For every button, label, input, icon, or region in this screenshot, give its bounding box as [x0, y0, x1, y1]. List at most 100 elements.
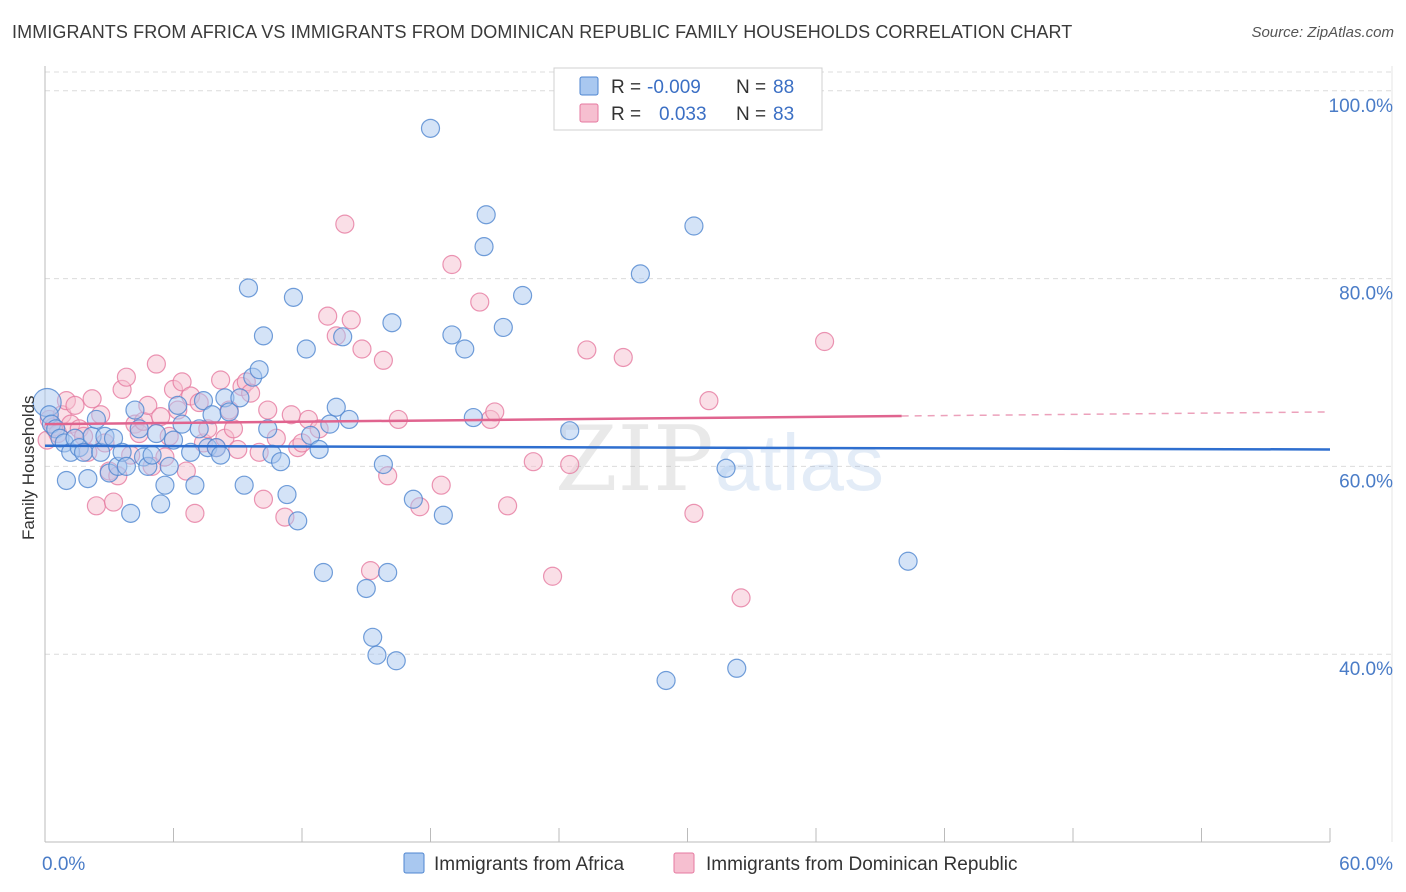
africa-point: [288, 511, 308, 531]
x-tick-label: 60.0%: [1339, 854, 1393, 875]
africa-point: [296, 339, 316, 359]
gridlines: [45, 71, 1395, 655]
watermark: ZIP atlas: [555, 407, 884, 512]
africa-point: [189, 419, 209, 439]
legend-swatch-africa: [579, 76, 599, 96]
y-tick-label: 40.0%: [1339, 659, 1393, 680]
x-tick-labels: 0.0% 60.0%: [42, 854, 1393, 875]
dominican-point: [82, 389, 102, 409]
watermark-atlas: atlas: [715, 418, 884, 507]
legend-n-value-dominican: 83: [773, 104, 794, 125]
legend-r-value-africa: -0.009: [647, 77, 701, 98]
africa-point: [727, 658, 747, 678]
africa-point: [163, 430, 184, 450]
africa-point: [309, 439, 329, 460]
africa-point: [103, 428, 124, 448]
dominican-point: [228, 439, 248, 460]
dominican-point: [341, 310, 361, 330]
dominican-point: [442, 254, 462, 275]
trend-line-dominican: [44, 414, 902, 426]
dominican-point: [684, 503, 704, 523]
legend-r-label-dominican: R =: [611, 104, 641, 125]
africa-point: [378, 562, 398, 583]
series-dominican-points: [37, 214, 835, 608]
dominican-point: [116, 367, 136, 387]
dominican-point: [318, 306, 338, 326]
dominican-point: [388, 409, 408, 430]
africa-point: [185, 475, 205, 495]
africa-point: [474, 237, 494, 257]
y-tick-label: 60.0%: [1339, 471, 1393, 492]
dominican-point: [352, 339, 372, 359]
africa-point: [898, 551, 918, 571]
africa-point: [560, 421, 580, 441]
africa-point: [155, 475, 175, 495]
legend-r-label-africa: R =: [611, 77, 641, 98]
africa-point: [320, 414, 340, 434]
dominican-point: [470, 292, 490, 312]
africa-point: [382, 313, 402, 333]
dominican-point: [560, 454, 580, 475]
africa-point: [463, 407, 483, 428]
dominican-point: [431, 475, 451, 495]
dominican-point: [360, 561, 381, 581]
dominican-point: [172, 372, 192, 392]
dominican-point: [498, 496, 518, 516]
africa-point: [313, 562, 334, 583]
legend-n-label-africa: N =: [736, 77, 766, 98]
africa-point: [116, 456, 136, 476]
africa-point: [238, 278, 259, 298]
africa-point: [300, 425, 321, 446]
africa-point: [367, 645, 387, 665]
africa-point: [253, 326, 274, 346]
africa-point: [656, 670, 676, 691]
africa-point: [373, 454, 393, 475]
dominican-point: [485, 402, 505, 422]
trend-line-africa: [44, 444, 1331, 451]
africa-point: [420, 118, 441, 138]
africa-point: [86, 409, 107, 430]
africa-point: [125, 400, 145, 420]
legend-swatch-dominican: [579, 103, 599, 123]
dominican-point: [258, 400, 278, 420]
africa-point: [270, 452, 291, 472]
y-tick-labels: 40.0% 60.0% 80.0% 100.0%: [1329, 96, 1394, 680]
africa-point: [442, 325, 462, 345]
dominican-point: [335, 214, 355, 234]
dominican-point: [699, 391, 719, 411]
africa-point: [326, 397, 346, 417]
trend-lines: [44, 411, 1331, 451]
dominican-point: [211, 370, 231, 390]
africa-point: [512, 285, 533, 306]
africa-point: [386, 651, 406, 671]
trend-line-dominican-projection: [901, 411, 1331, 417]
africa-point: [151, 494, 171, 514]
x-tick-label: 0.0%: [42, 854, 85, 875]
africa-point: [230, 388, 250, 408]
africa-point: [146, 423, 166, 444]
bottom-legend-dominican: Immigrants from Dominican Republic: [706, 854, 1018, 875]
africa-point: [283, 287, 304, 307]
dominican-point: [103, 492, 124, 512]
africa-point: [455, 339, 475, 359]
africa-point: [234, 475, 254, 495]
africa-point: [684, 216, 704, 236]
africa-point: [716, 458, 736, 478]
legend-n-label-dominican: N =: [736, 104, 766, 125]
africa-point: [142, 445, 162, 465]
dominican-point: [523, 452, 543, 472]
dominican-point: [577, 340, 597, 360]
bottom-swatch-africa: [403, 852, 425, 874]
legend-r-value-dominican: 0.033: [659, 104, 707, 125]
bottom-swatch-dominican: [673, 852, 695, 874]
africa-point: [356, 578, 376, 599]
africa-point: [339, 409, 359, 430]
stats-legend: R = -0.009 N = 88 R = 0.033 N = 83: [553, 67, 823, 131]
africa-point: [211, 445, 231, 465]
watermark-zip: ZIP: [555, 407, 714, 512]
africa-point: [193, 391, 214, 411]
africa-point: [493, 317, 513, 338]
dominican-point: [613, 347, 633, 368]
africa-point: [476, 205, 496, 225]
africa-point: [433, 505, 453, 525]
